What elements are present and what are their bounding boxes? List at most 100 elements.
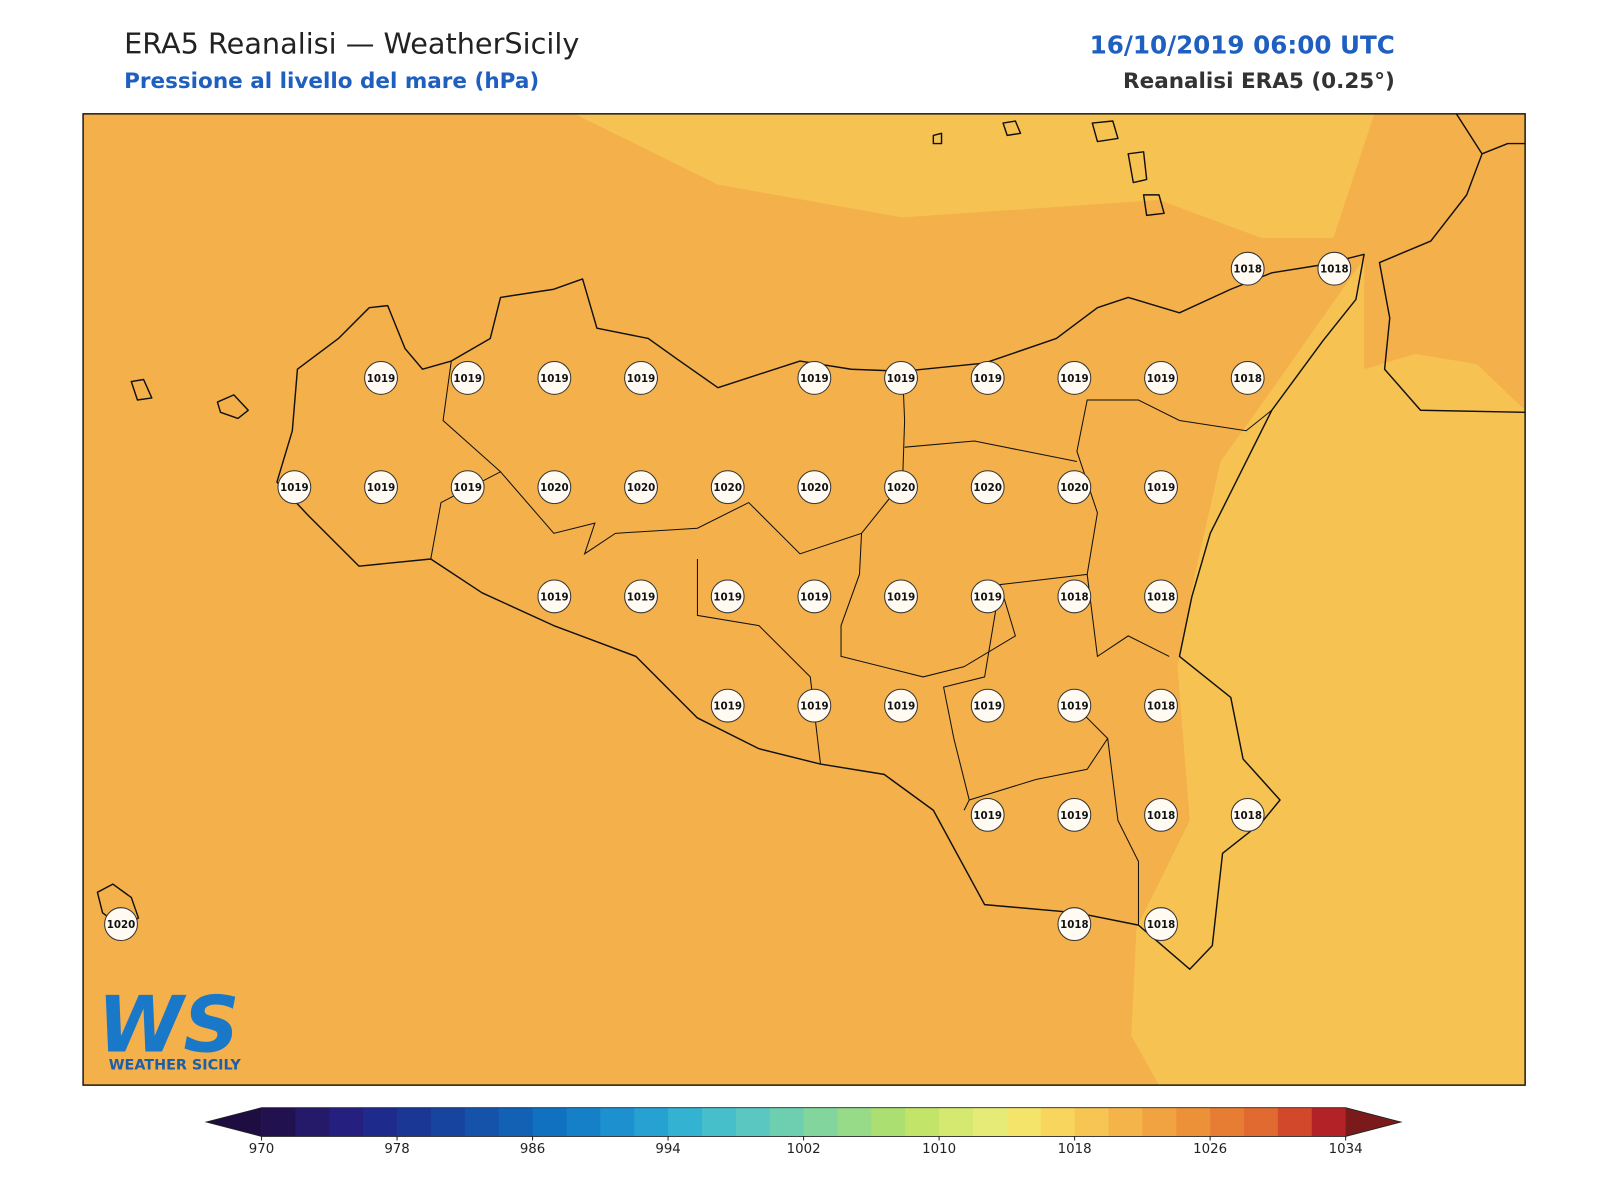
point-label: 1019	[713, 701, 742, 713]
point-label: 1019	[280, 482, 309, 494]
colorbar-segment	[939, 1107, 974, 1137]
point-label: 1019	[973, 701, 1002, 713]
point-label: 1019	[887, 591, 916, 603]
point-marker	[1057, 579, 1092, 614]
point-marker	[624, 579, 658, 614]
colorbar-segment	[295, 1107, 330, 1137]
point-marker	[624, 470, 658, 505]
point-label: 1019	[1060, 373, 1089, 385]
colorbar-segment	[464, 1107, 500, 1137]
logo-mark: WS	[97, 980, 239, 1070]
point-marker	[970, 688, 1005, 723]
point-marker	[537, 470, 572, 505]
point-marker	[970, 797, 1005, 832]
point-label: 1019	[800, 701, 829, 713]
point-marker	[537, 579, 572, 614]
point-marker	[277, 470, 312, 505]
point-label: 1018	[1060, 919, 1089, 931]
point-label: 1018	[1233, 810, 1262, 822]
pressure-points: 1018 1018 1019 1019 1019 1019 1019 1019 1019 1019…	[104, 251, 1352, 942]
point-label: 1019	[973, 591, 1002, 603]
coastline	[1378, 113, 1526, 414]
point-label: 1019	[453, 482, 482, 494]
title: ERA5 Reanalisi — WeatherSicily	[124, 26, 579, 60]
point-marker	[364, 361, 398, 395]
point-label: 1019	[367, 482, 396, 494]
point-label: 1020	[627, 482, 656, 494]
colorbar-segment	[668, 1107, 703, 1137]
point-marker	[884, 688, 918, 723]
coastline	[276, 253, 1365, 970]
point-marker	[710, 688, 745, 723]
point-marker	[970, 579, 1005, 614]
point-label: 1019	[887, 373, 916, 385]
colorbar-under	[206, 1107, 262, 1137]
colorbar-segment	[769, 1107, 805, 1137]
point-label: 1020	[887, 482, 916, 494]
point-label: 1019	[1147, 373, 1176, 385]
point-marker	[710, 470, 745, 505]
point-marker	[884, 470, 918, 505]
point-label: 1019	[713, 591, 742, 603]
point-marker	[884, 579, 918, 614]
point-label: 1019	[453, 373, 482, 385]
colorbar-tick-label: 994	[655, 1142, 680, 1157]
colorbar-segment	[871, 1107, 906, 1137]
colorbar-tick-label: 986	[520, 1142, 545, 1157]
point-marker	[970, 361, 1005, 395]
source: Reanalisi ERA5 (0.25°)	[1123, 69, 1395, 94]
colorbar-segment	[1006, 1107, 1042, 1137]
colorbar-segment	[1277, 1107, 1313, 1137]
point-marker	[450, 470, 485, 505]
point-label: 1020	[107, 919, 136, 931]
point-label: 1018	[1147, 591, 1176, 603]
colorbar-tick-label: 1026	[1193, 1142, 1227, 1157]
point-marker	[1057, 688, 1092, 723]
point-marker	[1317, 251, 1352, 286]
point-marker	[624, 361, 658, 395]
point-label: 1018	[1147, 810, 1176, 822]
point-marker	[710, 579, 745, 614]
point-label: 1019	[973, 810, 1002, 822]
point-marker	[1144, 688, 1178, 723]
point-marker	[797, 361, 832, 395]
point-marker	[797, 688, 832, 723]
date: 16/10/2019 06:00 UTC	[1090, 30, 1395, 59]
point-label: 1020	[713, 482, 742, 494]
colorbar-segment	[735, 1107, 771, 1137]
colorbar-segment	[634, 1107, 669, 1137]
point-label: 1018	[1147, 919, 1176, 931]
colorbar-segment	[1040, 1107, 1076, 1137]
colorbar-segment	[1142, 1107, 1177, 1137]
colorbar-tick-label: 1010	[922, 1142, 956, 1157]
point-label: 1018	[1320, 264, 1349, 276]
point-marker	[1144, 361, 1178, 395]
map: 1018 1018 1019 1019 1019 1019 1019 1019 1019 1019…	[82, 113, 1526, 1086]
point-marker	[1230, 251, 1265, 286]
point-label: 1019	[540, 373, 569, 385]
colorbar-segment	[532, 1107, 567, 1137]
point-marker	[104, 907, 138, 942]
colorbar-segment	[905, 1107, 940, 1137]
colorbar-segment	[1176, 1107, 1211, 1137]
point-label: 1020	[800, 482, 829, 494]
colorbar-tick-label: 1034	[1329, 1142, 1363, 1157]
point-label: 1020	[540, 482, 569, 494]
colorbar-segment	[1210, 1107, 1245, 1137]
point-marker	[1144, 579, 1178, 614]
point-label: 1019	[887, 701, 916, 713]
map-frame	[82, 113, 1526, 1086]
point-marker	[1057, 470, 1092, 505]
subtitle: Pressione al livello del mare (hPa)	[124, 69, 539, 94]
colorbar-segment	[261, 1107, 296, 1137]
point-marker	[1230, 361, 1265, 395]
colorbar-segment	[837, 1107, 872, 1137]
colorbar-segment	[1311, 1107, 1347, 1137]
point-label: 1019	[1060, 701, 1089, 713]
point-marker	[970, 470, 1005, 505]
point-marker	[450, 361, 485, 395]
province-boundary	[430, 360, 1273, 926]
point-label: 1018	[1147, 701, 1176, 713]
point-label: 1019	[367, 373, 396, 385]
